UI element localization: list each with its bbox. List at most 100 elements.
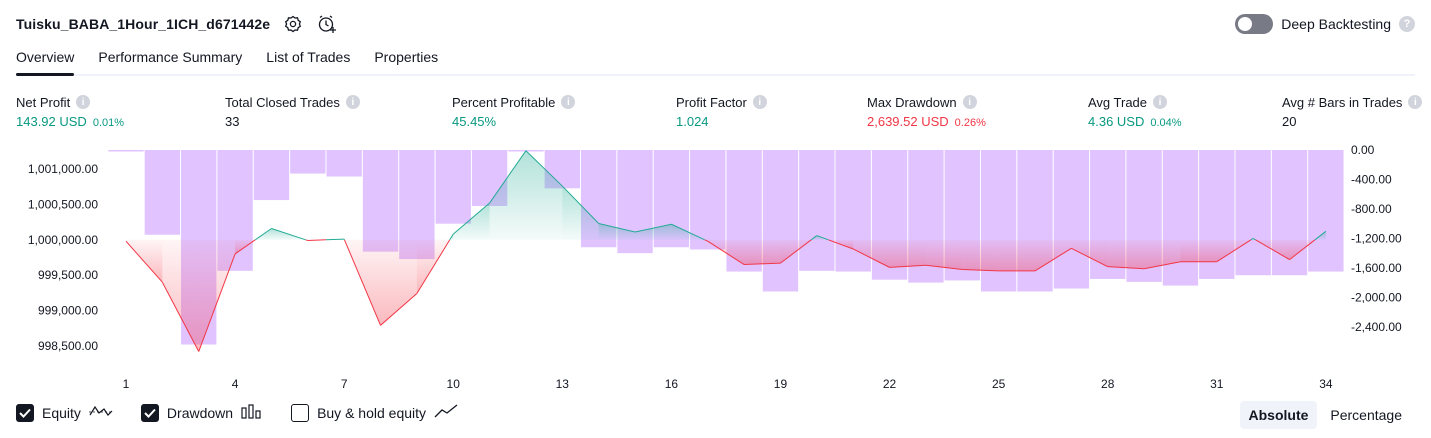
legend-drawdown[interactable]: Drawdown xyxy=(140,403,263,422)
metric-value: 4.36 USD xyxy=(1088,114,1145,129)
legend-equity[interactable]: Equity xyxy=(16,403,113,422)
add-alert-icon[interactable] xyxy=(316,13,338,35)
equity-segment xyxy=(598,223,636,233)
metric-label: Max Drawdown xyxy=(867,94,957,110)
equity-segment xyxy=(380,293,418,326)
equity-segment xyxy=(325,238,345,241)
legend-buy-hold-equity[interactable]: Buy & hold equity xyxy=(291,403,458,422)
equity-gain-area xyxy=(562,186,599,240)
left-axis-tick-label: 999,000.00 xyxy=(38,304,98,318)
question-icon[interactable]: ? xyxy=(1399,16,1415,32)
drawdown-bar xyxy=(108,150,144,152)
metric-value: 1.024 xyxy=(676,114,709,129)
equity-segment xyxy=(343,239,381,326)
metric-value: 2,639.52 USD xyxy=(867,114,949,129)
equity-gain-area xyxy=(453,203,490,240)
equity-checkbox[interactable] xyxy=(16,403,34,422)
tab-overview[interactable]: Overview xyxy=(16,44,75,76)
percentage-button[interactable]: Percentage xyxy=(1330,407,1402,423)
left-axis-tick-label: 1,000,000.00 xyxy=(28,233,98,247)
deep-backtesting: Deep Backtesting ? xyxy=(1235,12,1415,36)
metric-percent: 0.01% xyxy=(92,117,125,129)
deep-backtesting-toggle[interactable] xyxy=(1235,14,1274,34)
equity-segment xyxy=(852,248,890,268)
equity-segment xyxy=(1255,239,1290,261)
buy-hold-checkbox[interactable] xyxy=(291,403,310,422)
drawdown-bar xyxy=(290,150,326,174)
deep-backtesting-label: Deep Backtesting xyxy=(1281,16,1391,32)
equity-loss-area xyxy=(198,239,236,352)
drawdown-bar xyxy=(326,150,362,177)
equity-gain-area xyxy=(598,223,636,240)
equity-gain-area xyxy=(635,224,672,240)
legend-label: Buy & hold equity xyxy=(317,404,427,421)
equity-segment xyxy=(307,239,326,242)
equity-segment xyxy=(1143,261,1181,270)
metric-percent: 0.26% xyxy=(954,117,986,129)
metric-net-profit: Net Profit i 143.92 USD 0.01% xyxy=(16,94,124,130)
tab-properties[interactable]: Properties xyxy=(374,49,439,65)
info-icon[interactable]: i xyxy=(76,95,91,109)
equity-segment xyxy=(707,240,745,265)
tab-performance-summary[interactable]: Performance Summary xyxy=(98,49,243,65)
metric-max-drawdown: Max Drawdown i 2,639.52 USD 0.26% xyxy=(867,94,986,130)
equity-segment xyxy=(671,223,705,241)
metric-value: 33 xyxy=(225,114,240,129)
info-icon[interactable]: i xyxy=(752,95,767,109)
equity-segment xyxy=(452,202,490,235)
drawdown-bar xyxy=(1235,150,1271,276)
equity-segment xyxy=(1216,239,1252,263)
equity-segment xyxy=(271,228,306,241)
equity-segment xyxy=(561,185,600,224)
metric-label: Percent Profitable xyxy=(452,94,556,110)
drawdown-bar xyxy=(144,150,181,235)
equity-loss-area xyxy=(1035,239,1072,271)
drawdown-bar xyxy=(253,150,290,201)
equity-segment xyxy=(198,253,236,352)
info-icon[interactable]: i xyxy=(561,95,576,109)
left-axis-tick-label: 1,001,000.00 xyxy=(28,162,98,176)
drawdown-checkbox[interactable] xyxy=(140,403,159,422)
report-header: Tuisku_BABA_1Hour_1ICH_d671442e xyxy=(16,12,338,36)
metric-profit-factor: Profit Factor i 1.024 xyxy=(676,94,767,130)
equity-segment xyxy=(889,264,926,268)
x-axis-tick-label: 22 xyxy=(883,377,897,391)
equity-segment xyxy=(1107,266,1145,270)
equity-segment xyxy=(780,239,812,264)
equity-segment xyxy=(634,223,672,233)
strategy-title: Tuisku_BABA_1Hour_1ICH_d671442e xyxy=(16,16,271,32)
equity-segment xyxy=(1314,230,1327,241)
equity-loss-area xyxy=(853,239,890,268)
x-axis-tick-label: 31 xyxy=(1210,377,1224,391)
equity-segment xyxy=(489,150,527,204)
metric-avg-bars-in-trades: Avg # Bars in Trades i 20 xyxy=(1282,94,1423,130)
equity-drawdown-chart[interactable]: 1,001,000.00 1,000,500.00 1,000,000.00 999,… xyxy=(0,140,1431,395)
right-axis-tick-label: -1,600.00 xyxy=(1351,261,1402,275)
equity-segment xyxy=(1252,237,1256,241)
info-icon[interactable]: i xyxy=(345,95,360,109)
right-axis-tick-label: -1,200.00 xyxy=(1351,231,1402,245)
drawdown-bar xyxy=(1308,150,1344,272)
equity-line xyxy=(125,150,1327,352)
right-axis-tick-label: -2,400.00 xyxy=(1351,320,1402,334)
info-icon[interactable]: i xyxy=(1408,95,1423,109)
x-axis-tick-label: 19 xyxy=(774,377,788,391)
equity-segment xyxy=(828,239,854,250)
x-axis-tick-label: 1 xyxy=(123,377,130,391)
right-axis-tick-label: -800.00 xyxy=(1351,202,1392,216)
equity-segment xyxy=(525,150,563,187)
absolute-button[interactable]: Absolute xyxy=(1239,401,1318,429)
buy-hold-line-icon xyxy=(434,403,458,422)
settings-icon[interactable] xyxy=(282,13,304,35)
info-icon[interactable]: i xyxy=(1153,95,1168,109)
tab-list-of-trades[interactable]: List of Trades xyxy=(266,49,351,65)
drawdown-bar xyxy=(799,150,835,271)
equity-segment xyxy=(305,239,308,241)
equity-loss-area xyxy=(1071,239,1108,267)
equity-segment xyxy=(704,239,708,242)
info-icon[interactable]: i xyxy=(962,95,977,109)
equity-segment xyxy=(1071,247,1108,268)
left-axis: 1,001,000.00 1,000,500.00 1,000,000.00 999,… xyxy=(28,162,98,353)
drawdown-bars-icon xyxy=(241,403,263,422)
metric-label: Profit Factor xyxy=(676,94,747,110)
